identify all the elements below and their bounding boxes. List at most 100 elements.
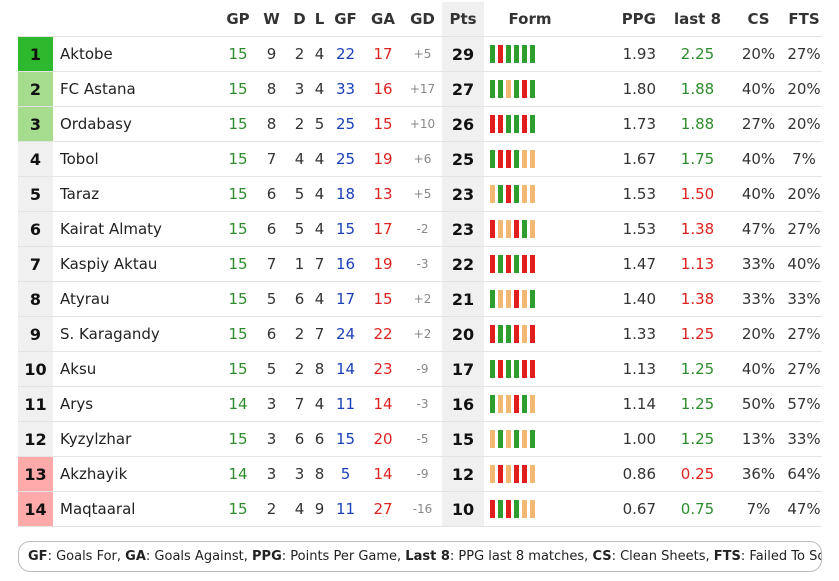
form-result-marker[interactable]: D	[522, 150, 527, 169]
form-result-marker[interactable]: W	[530, 115, 535, 134]
form-result-marker[interactable]: W	[490, 150, 495, 169]
form-result-marker[interactable]: L	[522, 115, 527, 134]
team-name-link[interactable]: Maqtaaral	[53, 491, 221, 527]
team-name-link[interactable]: Aksu	[53, 351, 221, 387]
form-result-marker[interactable]: W	[514, 360, 519, 379]
form-result-marker[interactable]: L	[498, 45, 503, 64]
team-name-link[interactable]: S. Karagandy	[53, 316, 221, 352]
form-result-marker[interactable]: W	[506, 45, 511, 64]
form-result-marker[interactable]: L	[522, 465, 527, 484]
team-name-link[interactable]: Akzhayik	[53, 456, 221, 492]
form-result-marker[interactable]: D	[506, 80, 511, 99]
form-result-marker[interactable]: D	[522, 500, 527, 519]
form-result-marker[interactable]: W	[506, 360, 511, 379]
form-result-marker[interactable]: W	[514, 80, 519, 99]
form-result-marker[interactable]: D	[522, 290, 527, 309]
form-result-marker[interactable]: W	[498, 500, 503, 519]
form-result-marker[interactable]: D	[530, 500, 535, 519]
form-result-marker[interactable]: L	[514, 325, 519, 344]
form-result-marker[interactable]: W	[530, 430, 535, 449]
col-gp[interactable]: GP	[226, 10, 250, 28]
form-result-marker[interactable]: L	[506, 150, 511, 169]
col-w[interactable]: W	[263, 10, 280, 28]
form-result-marker[interactable]: W	[522, 45, 527, 64]
form-result-marker[interactable]: L	[498, 150, 503, 169]
form-result-marker[interactable]: D	[498, 290, 503, 309]
form-result-marker[interactable]: W	[506, 325, 511, 344]
team-name-link[interactable]: Kairat Almaty	[53, 211, 221, 247]
form-result-marker[interactable]: L	[490, 220, 495, 239]
form-result-marker[interactable]: W	[514, 150, 519, 169]
form-result-marker[interactable]: W	[530, 290, 535, 309]
form-result-marker[interactable]: L	[506, 500, 511, 519]
form-result-marker[interactable]: W	[498, 325, 503, 344]
form-result-marker[interactable]: D	[506, 290, 511, 309]
form-result-marker[interactable]: W	[522, 220, 527, 239]
form-result-marker[interactable]: L	[514, 395, 519, 414]
form-result-marker[interactable]: D	[530, 185, 535, 204]
form-result-marker[interactable]: L	[490, 325, 495, 344]
form-result-marker[interactable]: D	[490, 185, 495, 204]
form-result-marker[interactable]: D	[530, 395, 535, 414]
form-result-marker[interactable]: L	[522, 80, 527, 99]
col-last8[interactable]: last 8	[673, 10, 722, 28]
form-result-marker[interactable]: W	[514, 255, 519, 274]
team-name-link[interactable]: Kaspiy Aktau	[53, 246, 221, 282]
form-result-marker[interactable]: L	[490, 500, 495, 519]
form-result-marker[interactable]: L	[514, 290, 519, 309]
col-l[interactable]: L	[314, 10, 325, 28]
form-result-marker[interactable]: W	[490, 80, 495, 99]
form-result-marker[interactable]: D	[506, 465, 511, 484]
form-result-marker[interactable]: L	[522, 255, 527, 274]
team-name-link[interactable]: Aktobe	[53, 36, 221, 72]
form-result-marker[interactable]: W	[514, 500, 519, 519]
form-result-marker[interactable]: D	[522, 185, 527, 204]
form-result-marker[interactable]: L	[490, 115, 495, 134]
form-result-marker[interactable]: D	[506, 220, 511, 239]
form-result-marker[interactable]: W	[514, 45, 519, 64]
form-result-marker[interactable]: W	[490, 395, 495, 414]
form-result-marker[interactable]: W	[498, 430, 503, 449]
col-ppg[interactable]: PPG	[621, 10, 656, 28]
col-fts[interactable]: FTS	[788, 10, 820, 28]
form-result-marker[interactable]: L	[514, 220, 519, 239]
form-result-marker[interactable]: L	[498, 360, 503, 379]
team-name-link[interactable]: Atyrau	[53, 281, 221, 317]
form-result-marker[interactable]: W	[498, 255, 503, 274]
col-gd[interactable]: GD	[410, 10, 435, 28]
form-result-marker[interactable]: L	[498, 465, 503, 484]
form-result-marker[interactable]: L	[506, 185, 511, 204]
col-ga[interactable]: GA	[371, 10, 395, 28]
form-result-marker[interactable]: D	[490, 465, 495, 484]
col-cs[interactable]: CS	[747, 10, 770, 28]
form-result-marker[interactable]: L	[530, 255, 535, 274]
form-result-marker[interactable]: W	[490, 45, 495, 64]
form-result-marker[interactable]: D	[530, 465, 535, 484]
form-result-marker[interactable]: L	[490, 255, 495, 274]
form-result-marker[interactable]: W	[530, 80, 535, 99]
form-result-marker[interactable]: W	[498, 185, 503, 204]
form-result-marker[interactable]: L	[506, 255, 511, 274]
form-result-marker[interactable]: D	[522, 325, 527, 344]
form-result-marker[interactable]: W	[514, 430, 519, 449]
form-result-marker[interactable]: D	[498, 220, 503, 239]
form-result-marker[interactable]: W	[522, 395, 527, 414]
form-result-marker[interactable]: W	[490, 360, 495, 379]
form-result-marker[interactable]: D	[506, 395, 511, 414]
form-result-marker[interactable]: L	[522, 360, 527, 379]
team-name-link[interactable]: Kyzylzhar	[53, 421, 221, 457]
col-form[interactable]: Form	[508, 10, 552, 28]
form-result-marker[interactable]: W	[514, 115, 519, 134]
form-result-marker[interactable]: W	[514, 185, 519, 204]
form-result-marker[interactable]: L	[530, 325, 535, 344]
col-gf[interactable]: GF	[334, 10, 357, 28]
form-result-marker[interactable]: W	[506, 115, 511, 134]
form-result-marker[interactable]: L	[514, 465, 519, 484]
form-result-marker[interactable]: D	[498, 395, 503, 414]
team-name-link[interactable]: Ordabasy	[53, 106, 221, 142]
form-result-marker[interactable]: D	[506, 430, 511, 449]
team-name-link[interactable]: FC Astana	[53, 71, 221, 107]
form-result-marker[interactable]: D	[530, 150, 535, 169]
team-name-link[interactable]: Tobol	[53, 141, 221, 177]
form-result-marker[interactable]: D	[490, 430, 495, 449]
